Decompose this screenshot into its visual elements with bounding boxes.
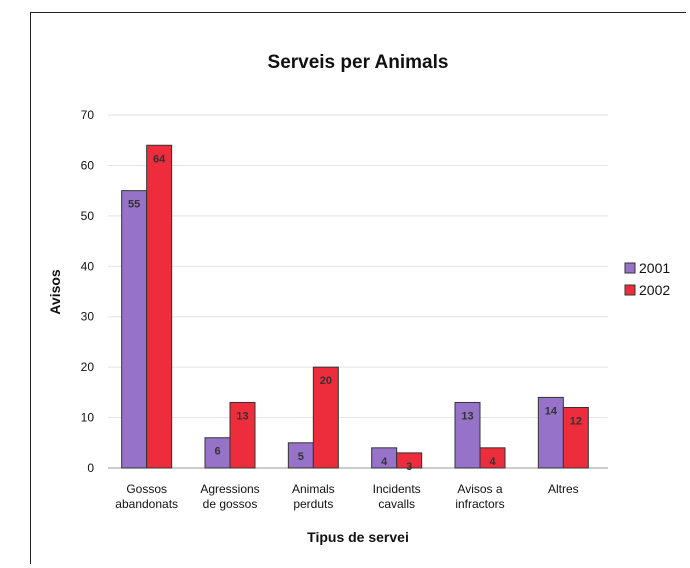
data-label: 6 [214,446,220,458]
bar-2002-5 [562,406,589,469]
y-tick-label: 60 [81,158,95,172]
data-label: 14 [545,405,558,417]
bar-2001-0 [121,190,148,469]
x-category-label: de gossos [203,497,258,511]
y-tick-label: 10 [81,411,95,425]
bars [121,144,589,469]
data-label: 12 [570,415,582,427]
legend-label: 2001 [639,260,670,276]
chart-title: Serveis per Animals [268,52,449,73]
x-category-label: cavalls [378,497,415,511]
y-axis-ticks: 0 10 20 30 40 50 60 70 [81,108,95,475]
data-label: 5 [298,451,304,463]
data-label: 4 [489,456,496,468]
data-labels: 55 64 6 13 5 20 4 3 13 4 14 12 [128,153,582,473]
y-tick-label: 40 [81,259,95,273]
data-label: 64 [153,153,166,165]
bar-2002-0 [146,144,173,469]
x-category-label: Altres [548,482,579,496]
x-category-label: Gossos [126,482,167,496]
gridlines [108,114,608,469]
bar-2002-1 [229,401,256,469]
x-category-label: Animals [292,482,335,496]
legend-swatch-2001 [624,262,636,274]
legend-swatch-2002 [624,284,636,296]
data-label: 13 [461,410,473,422]
bar-2001-1 [204,437,231,469]
y-tick-label: 50 [81,209,95,223]
x-category-label: infractors [455,497,504,511]
y-tick-label: 30 [81,310,95,324]
y-tick-label: 20 [81,360,95,374]
y-axis-title: Avisos [47,269,63,315]
bar-2002-4 [479,447,506,469]
x-axis-title: Tipus de servei [307,529,409,545]
data-label: 13 [236,410,248,422]
data-label: 4 [381,456,388,468]
x-category-label: Incidents [373,482,421,496]
data-label: 55 [128,199,140,211]
bar-2001-4 [454,401,481,469]
y-tick-label: 70 [81,108,95,122]
bar-2002-2 [312,366,339,469]
x-category-label: abandonats [115,497,178,511]
y-tick-label: 0 [87,461,94,475]
bar-2002-3 [396,452,423,469]
x-category-label: perduts [293,497,333,511]
legend: 2001 2002 [624,260,670,298]
legend-label: 2002 [639,282,670,298]
data-label: 3 [406,461,412,473]
x-category-label: Agressions [200,482,259,496]
bar-2001-2 [287,442,314,469]
data-label: 20 [320,375,332,387]
x-category-label: Avisos a [457,482,502,496]
